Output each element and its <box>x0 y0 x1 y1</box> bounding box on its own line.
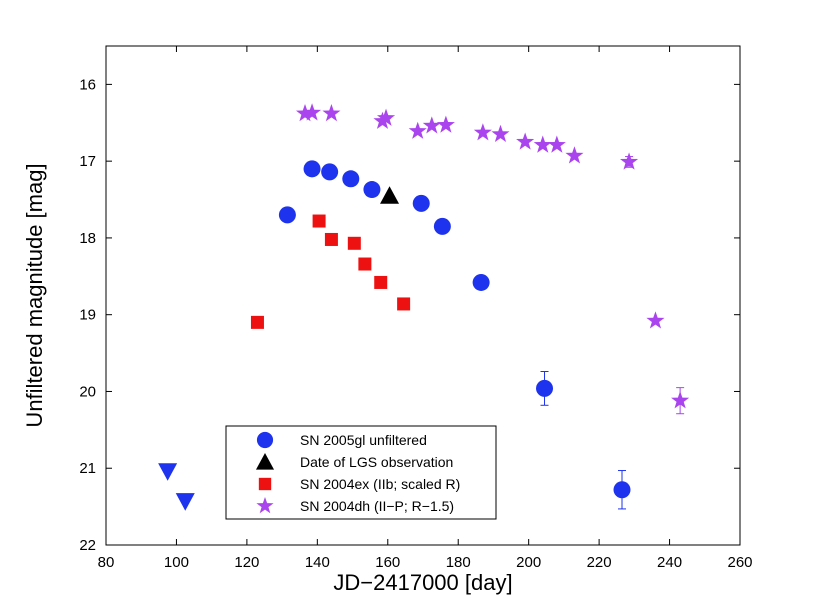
data-point-star <box>516 132 535 150</box>
legend-label: SN 2004dh (II−P; R−1.5) <box>300 498 454 514</box>
data-point-square <box>347 236 361 250</box>
x-tick-label: 80 <box>98 554 115 571</box>
legend-label: SN 2004ex (IIb; scaled R) <box>300 476 460 492</box>
x-tick-label: 160 <box>375 554 400 571</box>
data-point-circle <box>303 160 321 178</box>
x-tick-label: 100 <box>164 554 189 571</box>
x-tick-label: 220 <box>587 554 612 571</box>
data-point-circle <box>613 481 631 499</box>
data-point-square <box>312 214 326 228</box>
data-point-star <box>376 108 396 126</box>
data-point-circle <box>363 181 381 199</box>
data-marks <box>158 103 690 511</box>
data-point-square <box>250 315 264 329</box>
data-point-star <box>303 103 322 121</box>
data-point-star <box>408 121 427 139</box>
data-point-star <box>671 391 690 409</box>
data-point-star <box>295 104 315 122</box>
data-point-star <box>547 135 566 153</box>
data-point-star <box>436 115 455 133</box>
data-point-circle <box>433 217 451 235</box>
data-point-star <box>620 152 639 170</box>
data-point-triangle-down <box>158 463 178 481</box>
data-point-square <box>324 232 338 246</box>
data-point-triangle-up <box>380 186 400 204</box>
y-tick-label: 22 <box>79 537 96 554</box>
data-point-circle <box>412 194 430 212</box>
y-tick-label: 16 <box>79 76 96 93</box>
data-point-star <box>422 116 441 134</box>
data-point-star <box>491 124 510 142</box>
data-point-circle <box>342 170 360 188</box>
y-axis-title: Unfiltered magnitude [mag] <box>22 163 47 427</box>
data-point-star <box>473 123 492 141</box>
legend: SN 2005gl unfiltered Date of LGS observat… <box>225 425 497 520</box>
x-tick-label: 200 <box>516 554 541 571</box>
legend-marker-circle <box>256 431 274 449</box>
data-point-triangle-down <box>175 493 195 511</box>
data-point-star <box>533 135 552 153</box>
legend-marker-square <box>258 477 272 491</box>
data-point-square <box>374 275 388 289</box>
x-axis-title: JD−2417000 [day] <box>333 570 512 595</box>
legend-label: Date of LGS observation <box>300 454 453 470</box>
data-point-circle <box>321 163 339 181</box>
y-tick-label: 18 <box>79 230 96 247</box>
axis-ticks: 80 100 120 140 160 180 200 220 240 260 16 17 18 19 20 2… <box>79 46 753 571</box>
y-tick-label: 19 <box>79 307 96 324</box>
x-tick-label: 240 <box>657 554 682 571</box>
data-point-square <box>358 257 372 271</box>
x-tick-label: 120 <box>234 554 259 571</box>
x-tick-label: 180 <box>446 554 471 571</box>
plot-frame <box>105 45 741 546</box>
data-point-star <box>565 146 584 164</box>
data-point-star <box>646 311 665 329</box>
y-tick-label: 17 <box>79 153 96 170</box>
legend-marker-triangle-up <box>255 452 275 470</box>
legend-marker-star <box>256 496 274 514</box>
data-point-star <box>322 104 341 122</box>
data-point-circle <box>536 379 554 397</box>
data-point-circle <box>472 273 490 291</box>
y-tick-label: 20 <box>79 383 96 400</box>
x-tick-label: 260 <box>727 554 752 571</box>
y-tick-label: 21 <box>79 460 96 477</box>
legend-label: SN 2005gl unfiltered <box>300 432 427 448</box>
data-point-square <box>397 297 411 311</box>
x-tick-label: 140 <box>305 554 330 571</box>
data-point-circle <box>278 206 296 224</box>
